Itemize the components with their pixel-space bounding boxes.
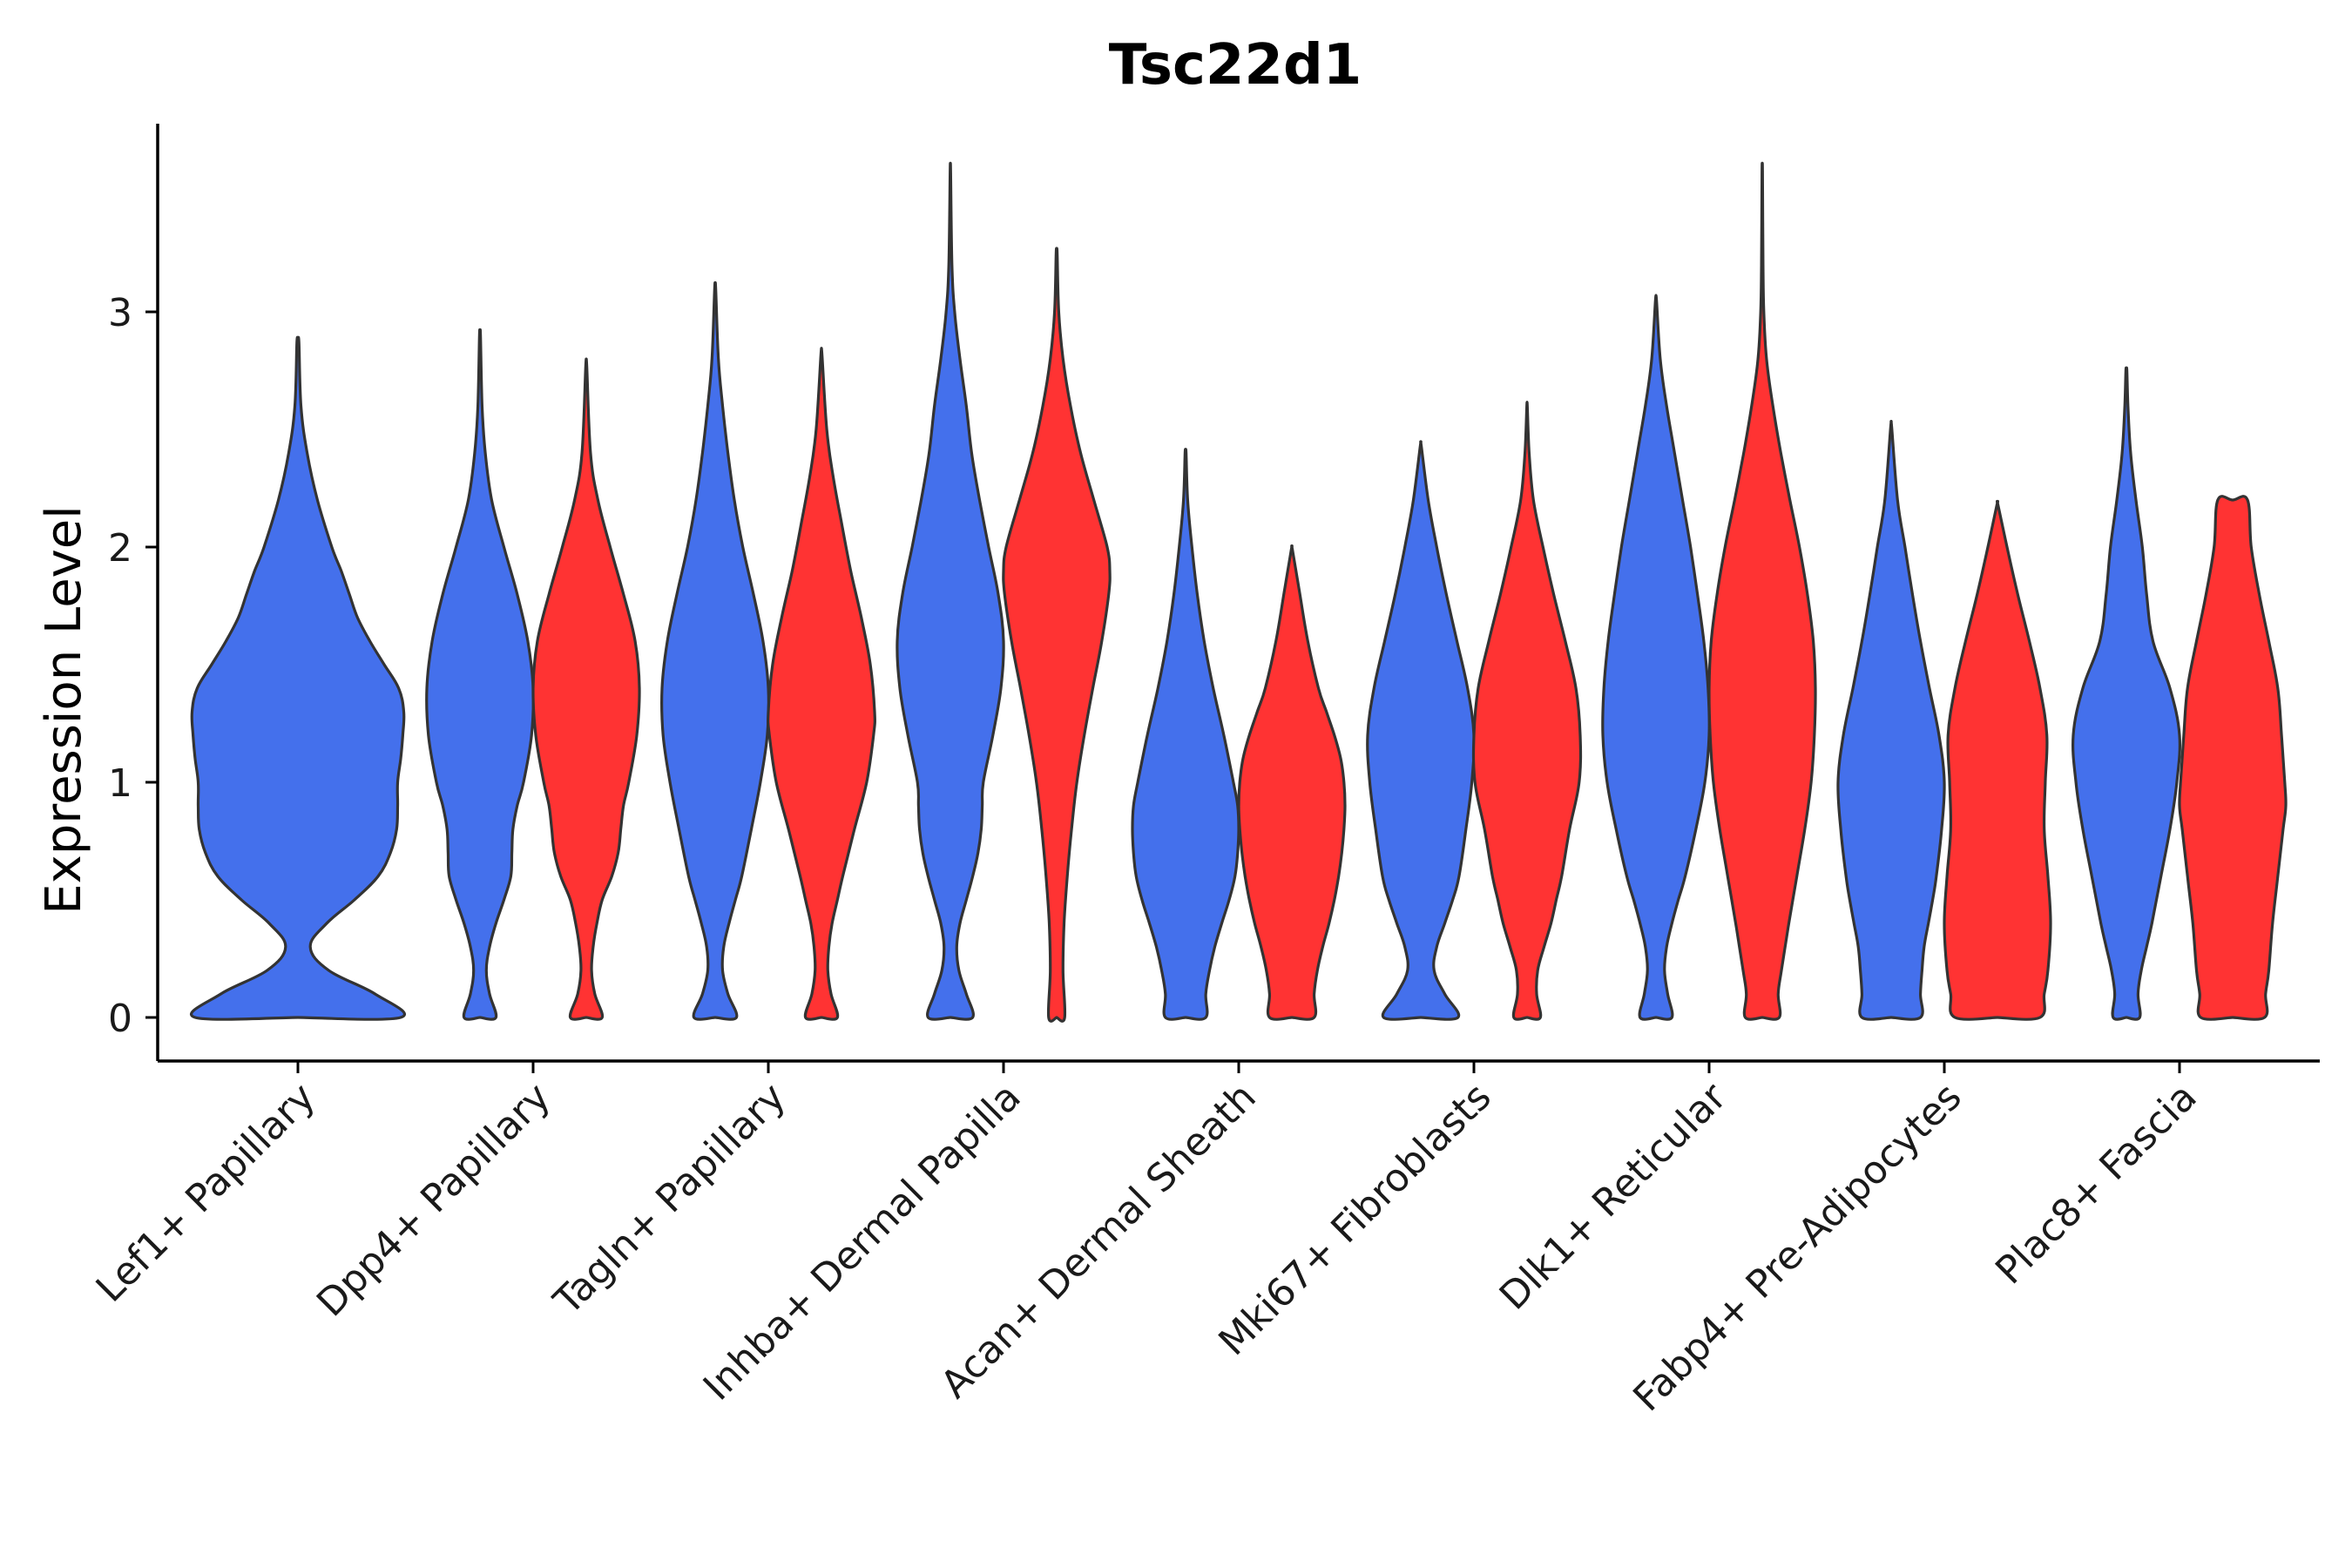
violin-group	[189, 161, 2288, 1023]
x-category-label-7: Dlk1+ Reticular	[1491, 1074, 1736, 1319]
violin-red-3	[767, 347, 876, 1021]
chart-title: Tsc22d1	[1109, 33, 1362, 98]
violin-red-6	[1471, 401, 1583, 1021]
violin-red-8	[1943, 499, 2052, 1021]
violin-blue-6	[1366, 440, 1476, 1021]
x-category-label-2: Dpp4+ Papillary	[308, 1075, 559, 1326]
x-category-label-6: Mki67+ Fibroblasts	[1210, 1075, 1499, 1364]
violin-blue-2	[425, 328, 535, 1021]
x-category-label-1: Lef1+ Papillary	[88, 1075, 324, 1311]
x-category-label-9: Plac8+ Fascia	[1987, 1075, 2206, 1294]
violin-blue-7	[1601, 294, 1711, 1021]
violin-blue-9	[2072, 366, 2181, 1021]
y-tick-label-3: 3	[108, 291, 132, 335]
y-tick-label-1: 1	[108, 761, 132, 806]
violin-blue-1	[189, 335, 407, 1021]
y-tick-label-2: 2	[108, 526, 132, 571]
violin-red-2	[531, 357, 641, 1021]
y-ticks: 0 1 2 3	[108, 291, 158, 1041]
y-tick-label-0: 0	[108, 997, 132, 1041]
violin-red-5	[1237, 544, 1347, 1021]
violin-blue-8	[1836, 420, 1946, 1021]
violin-red-9	[2178, 495, 2288, 1021]
violin-red-7	[1707, 161, 1817, 1021]
violin-blue-4	[896, 161, 1005, 1021]
x-category-label-3: Tagln+ Papillary	[545, 1075, 794, 1324]
violin-red-4	[1002, 247, 1112, 1023]
y-axis-label: Expression Level	[36, 505, 92, 915]
violin-blue-3	[659, 280, 771, 1021]
violin-blue-5	[1131, 448, 1240, 1021]
